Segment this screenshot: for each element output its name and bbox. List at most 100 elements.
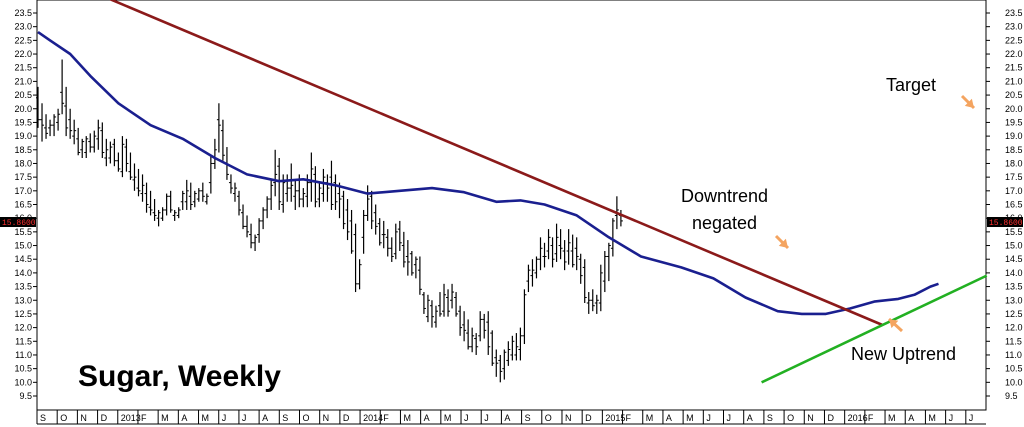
x-tick-label: A [262, 413, 268, 423]
price-bar [602, 251, 607, 293]
y-tick-label-left: 22.5 [14, 35, 32, 45]
moving-average-line [37, 31, 939, 316]
y-tick-label-right: 19.5 [1005, 117, 1023, 127]
y-tick-label-right: 20.0 [1005, 104, 1023, 114]
price-bar [321, 168, 326, 202]
price-bar [554, 223, 559, 262]
price-bar [168, 190, 173, 213]
price-bar [578, 253, 583, 284]
price-bar [438, 292, 442, 317]
price-bar [446, 289, 451, 317]
x-tick-label: N [323, 413, 330, 423]
price-bar [192, 190, 197, 208]
price-bar [482, 313, 487, 339]
price-bar [100, 122, 105, 158]
price-bar [526, 264, 531, 293]
price-bar [490, 330, 495, 366]
price-bar [128, 152, 133, 180]
x-tick-label: N [565, 413, 572, 423]
price-bar [216, 103, 221, 153]
arrow-downtrend-negated-head [778, 238, 788, 248]
price-bar [470, 327, 475, 353]
price-bar [466, 319, 471, 350]
price-bar [514, 333, 519, 361]
price-bar [417, 256, 422, 295]
y-tick-label-left: 13.5 [14, 282, 32, 292]
uptrend-line [761, 274, 988, 384]
y-tick-label-right: 23.5 [1005, 8, 1023, 18]
y-tick-label-left: 12.0 [14, 323, 32, 333]
price-bar [317, 182, 322, 208]
x-tick-label: A [424, 413, 430, 423]
x-tick-label: 2013 [121, 413, 141, 423]
x-tick-label: M [888, 413, 896, 423]
price-bar [510, 335, 515, 361]
price-bar [357, 259, 362, 290]
x-tick-label: A [747, 413, 753, 423]
y-tick-label-right: 19.0 [1005, 131, 1023, 141]
price-bar [184, 179, 189, 210]
downtrend-line [109, 0, 883, 327]
price-bar [333, 174, 338, 210]
x-tick-label: J [706, 413, 711, 423]
y-tick-label-left: 19.5 [14, 117, 32, 127]
last-price-tag-left: 15.8600 [0, 217, 36, 228]
price-bar [462, 311, 467, 342]
y-tick-label-left: 17.5 [14, 172, 32, 182]
y-tick-label-right: 16.5 [1005, 200, 1023, 210]
price-bar [220, 119, 225, 161]
x-tick-label: D [585, 413, 592, 423]
price-bar [84, 136, 89, 158]
price-bar [108, 141, 113, 164]
y-tick-label-right: 21.0 [1005, 76, 1023, 86]
price-bar [425, 294, 430, 323]
x-tick-label: 2015 [605, 413, 625, 423]
y-tick-label-right: 10.5 [1005, 364, 1023, 374]
price-bar [265, 196, 270, 219]
price-bar [345, 199, 350, 241]
price-bar [249, 223, 254, 249]
x-tick-label: A [666, 413, 672, 423]
price-bar [530, 259, 535, 287]
price-bar [96, 119, 101, 150]
price-bar [377, 218, 382, 246]
arrow-target [960, 94, 976, 110]
y-tick-label-right: 23.0 [1005, 22, 1023, 32]
price-bar [253, 234, 258, 252]
price-bar [152, 199, 157, 221]
annotation-negated: negated [692, 213, 757, 233]
annotation-arrows [774, 94, 976, 333]
price-bar [389, 237, 394, 262]
x-tick-label: M [403, 413, 411, 423]
price-bar [486, 311, 491, 355]
price-bar [413, 256, 418, 279]
price-bar [36, 86, 40, 128]
y-tick-label-left: 20.0 [14, 104, 32, 114]
last-price-right: 15.8600 [989, 219, 1023, 228]
last-price-tag-right: 15.8600 [987, 217, 1023, 228]
x-tick-label: M [928, 413, 936, 423]
x-tick-label: M [161, 413, 169, 423]
price-bar [397, 220, 402, 252]
price-bar [112, 138, 117, 167]
price-bar [405, 240, 410, 276]
x-tick-label: F [868, 413, 874, 423]
x-tick-label: O [545, 413, 552, 423]
price-bar [494, 349, 499, 377]
x-tick-label: A [908, 413, 914, 423]
y-tick-label-right: 12.5 [1005, 309, 1023, 319]
annotation-target: Target [886, 75, 936, 95]
price-bar [269, 179, 274, 210]
y-tick-label-right: 22.0 [1005, 49, 1023, 59]
y-tick-label-left: 23.0 [14, 22, 32, 32]
x-tick-label: A [181, 413, 187, 423]
x-tick-label: S [525, 413, 531, 423]
x-tick-label: J [484, 413, 489, 423]
price-bar [164, 193, 169, 216]
price-bar [401, 231, 406, 268]
y-tick-label-right: 21.5 [1005, 63, 1023, 73]
price-bar [261, 207, 266, 230]
moving-average [37, 31, 939, 316]
price-bar [421, 292, 426, 314]
y-tick-label-right: 14.5 [1005, 254, 1023, 264]
